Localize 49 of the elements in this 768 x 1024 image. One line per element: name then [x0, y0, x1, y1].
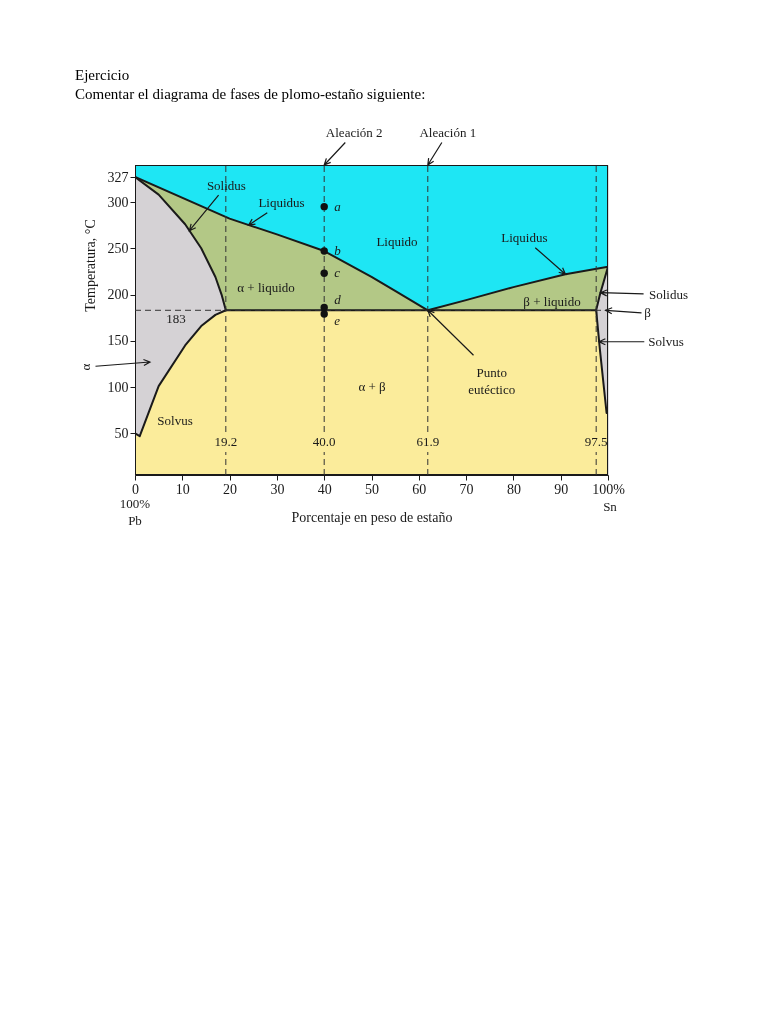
y-tick-label: 250	[107, 240, 129, 256]
annotation: β + liquido	[523, 294, 581, 309]
annotation: Punto eutéctico	[468, 365, 516, 398]
x-tick-label: 0	[132, 481, 139, 497]
data-label: e	[334, 313, 341, 329]
annotation: α + liquido	[237, 280, 295, 295]
annotation: Liquido	[376, 234, 418, 249]
chart-subtitle: Comentar el diagrama de fases de plomo-estaño siguiente:	[75, 86, 426, 102]
annotation: Aleación 2	[325, 125, 383, 140]
x-tick-label: 90	[554, 481, 569, 497]
x-tick-label: 70	[459, 481, 474, 497]
annotation: β	[644, 305, 652, 321]
annotation: Solvus	[157, 413, 193, 428]
data-label: b	[334, 243, 342, 259]
annotation: Aleación 1	[419, 125, 477, 140]
x-axis-title: Porcentaje en peso de estaño	[291, 509, 453, 525]
text: 100% Pb	[119, 496, 151, 528]
x-tick-label: 50	[365, 481, 379, 497]
annotation: Solvus	[648, 333, 684, 349]
ref-line-label: 40.0	[312, 434, 336, 449]
y-axis-title: Temperatura, °C	[82, 219, 98, 312]
ref-line-label: 97.5	[584, 434, 608, 449]
annotation: Liquidus	[258, 195, 305, 211]
ref-line-label: 61.9	[416, 434, 440, 449]
x-tick-label: 20	[223, 481, 238, 497]
x-tick-label: 40	[317, 481, 332, 497]
ref-line-label: 19.2	[214, 434, 238, 449]
y-tick-label: 50	[114, 425, 129, 441]
annotation: Liquidus	[501, 230, 548, 246]
data-label: c	[334, 265, 341, 281]
x-tick-label: 80	[506, 481, 521, 497]
text: Sn	[603, 499, 618, 514]
x-tick-label: 100%	[592, 481, 626, 497]
ref-line-label: 183	[166, 311, 186, 327]
y-tick-label: 327	[107, 169, 129, 185]
chart-title: Ejercicio	[75, 67, 130, 83]
y-tick-label: 300	[107, 194, 129, 210]
data-label: a	[334, 198, 342, 214]
y-tick-label: 200	[107, 287, 129, 303]
annotation: Solidus	[206, 177, 246, 193]
text: α	[78, 363, 93, 371]
y-tick-label: 100	[107, 379, 129, 395]
y-tick-label: 150	[107, 333, 129, 349]
x-tick-label: 30	[270, 481, 285, 497]
x-tick-label: 10	[175, 481, 190, 497]
annotation: α + β	[358, 379, 387, 394]
data-label: d	[334, 292, 342, 308]
annotation: Solidus	[648, 286, 688, 302]
x-tick-label: 60	[412, 481, 427, 497]
